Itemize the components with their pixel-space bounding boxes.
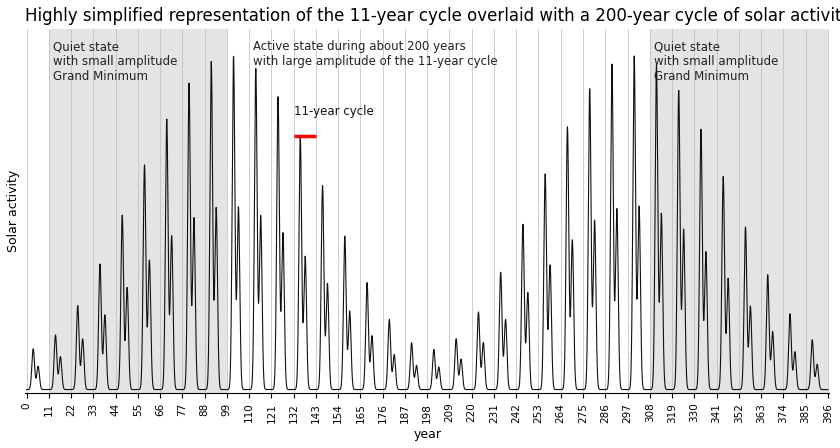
Text: 11-year cycle: 11-year cycle: [294, 105, 373, 118]
Text: Quiet state
with small amplitude
Grand Minimum: Quiet state with small amplitude Grand M…: [654, 40, 778, 83]
X-axis label: year: year: [413, 428, 441, 441]
Y-axis label: Solar activity: Solar activity: [7, 170, 20, 252]
Text: Highly simplified representation of the 11-year cycle overlaid with a 200-year c: Highly simplified representation of the …: [25, 7, 840, 25]
Bar: [650, 29, 828, 393]
Text: Quiet state
with small amplitude
Grand Minimum: Quiet state with small amplitude Grand M…: [53, 40, 177, 83]
Bar: [49, 29, 227, 393]
Text: Active state during about 200 years
with large amplitude of the 11-year cycle: Active state during about 200 years with…: [253, 40, 498, 68]
